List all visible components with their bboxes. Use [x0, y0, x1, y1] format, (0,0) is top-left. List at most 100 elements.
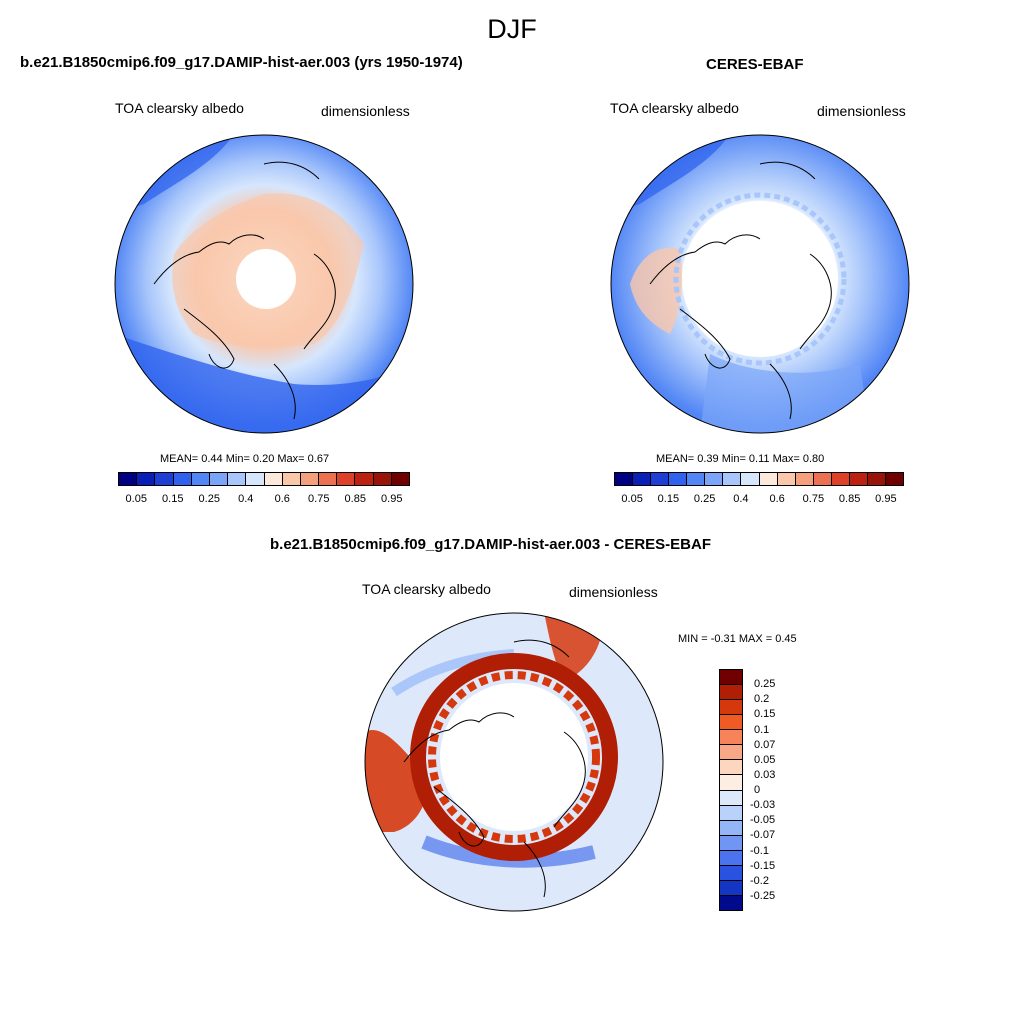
colorbar-swatch — [720, 835, 742, 851]
colorbar-swatch — [885, 473, 903, 485]
colorbar-swatch — [173, 473, 192, 485]
colorbar-tick-label: 0.25 — [693, 493, 716, 505]
colorbar-swatch — [813, 473, 832, 485]
colorbar-swatch — [155, 473, 174, 485]
model-stats: MEAN= 0.44 Min= 0.20 Max= 0.67 — [160, 453, 330, 465]
colorbar-swatch — [720, 700, 742, 716]
obs-stats: MEAN= 0.39 Min= 0.11 Max= 0.80 — [656, 453, 825, 465]
colorbar-tick-label: 0.15 — [754, 708, 776, 721]
colorbar-swatch — [720, 685, 742, 701]
obs-variable-label: TOA clearsky albedo — [610, 100, 739, 116]
diff-variable-label: TOA clearsky albedo — [362, 581, 491, 597]
colorbar-tick-label: 0.95 — [875, 493, 897, 505]
colorbar-swatch — [373, 473, 392, 485]
colorbar-swatch — [651, 473, 670, 485]
colorbar-tick-label: 0.75 — [308, 493, 330, 505]
diff-colorbar — [719, 669, 743, 911]
diff-minmax: MIN = -0.31 MAX = 0.45 — [678, 633, 797, 645]
colorbar-swatch — [831, 473, 850, 485]
colorbar-swatch — [615, 473, 634, 485]
colorbar-tick-label: 0.05 — [754, 753, 776, 766]
colorbar-swatch — [705, 473, 724, 485]
colorbar-tick-label: 0.07 — [754, 738, 776, 751]
colorbar-swatch — [720, 880, 742, 896]
colorbar-swatch — [849, 473, 868, 485]
colorbar-swatch — [759, 473, 778, 485]
colorbar-tick-label: 0.25 — [198, 493, 220, 505]
colorbar-swatch — [720, 745, 742, 761]
colorbar-tick-label: 0.2 — [754, 693, 770, 706]
obs-panel-title: CERES-EBAF — [706, 56, 804, 73]
colorbar-tick-label: -0.03 — [750, 799, 776, 812]
obs-polar-map — [610, 134, 910, 434]
season-title: DJF — [487, 14, 537, 44]
diff-units-label: dimensionless — [569, 584, 658, 600]
colorbar-swatch — [228, 473, 247, 485]
colorbar-tick-label: -0.15 — [750, 859, 776, 872]
colorbar-tick-label: -0.2 — [750, 874, 769, 887]
colorbar-swatch — [720, 730, 742, 746]
colorbar-swatch — [720, 790, 742, 806]
colorbar-swatch — [191, 473, 210, 485]
model-colorbar — [118, 472, 410, 486]
model-colorbar-ticks: 0.05 0.15 0.25 0.4 0.6 0.75 0.85 0.95 — [118, 493, 410, 507]
colorbar-swatch — [669, 473, 688, 485]
model-variable-label: TOA clearsky albedo — [115, 100, 244, 116]
colorbar-swatch — [720, 760, 742, 776]
colorbar-tick-label: 0.6 — [769, 493, 785, 505]
colorbar-swatch — [119, 473, 138, 485]
obs-colorbar-ticks: 0.05 0.15 0.25 0.4 0.6 0.75 0.85 0.95 — [614, 493, 904, 507]
colorbar-swatch — [741, 473, 760, 485]
colorbar-swatch — [282, 473, 301, 485]
colorbar-swatch — [795, 473, 814, 485]
colorbar-swatch — [720, 715, 742, 731]
colorbar-swatch — [300, 473, 320, 485]
diff-colorbar-ticks: 0.25 0.2 0.15 0.1 0.07 0.05 0.03 0 -0.03 -0.05 -0.… — [750, 669, 810, 911]
colorbar-tick-label: 0.03 — [754, 768, 776, 781]
colorbar-swatch — [337, 473, 356, 485]
colorbar-tick-label: 0.95 — [381, 493, 403, 505]
colorbar-tick-label: 0.05 — [621, 493, 643, 505]
colorbar-swatch — [720, 805, 742, 821]
colorbar-swatch — [355, 473, 374, 485]
model-polar-map — [114, 134, 414, 434]
colorbar-tick-label: 0.15 — [162, 493, 184, 505]
colorbar-tick-label: 0.6 — [274, 493, 290, 505]
colorbar-tick-label: -0.25 — [750, 889, 776, 902]
colorbar-swatch — [209, 473, 229, 485]
colorbar-swatch — [687, 473, 706, 485]
colorbar-swatch — [319, 473, 338, 485]
colorbar-swatch — [264, 473, 283, 485]
colorbar-swatch — [633, 473, 652, 485]
diff-panel-title: b.e21.B1850cmip6.f09_g17.DAMIP-hist-aer.… — [270, 536, 711, 553]
colorbar-tick-label: -0.07 — [750, 829, 776, 842]
model-panel-title: b.e21.B1850cmip6.f09_g17.DAMIP-hist-aer.… — [20, 54, 463, 71]
colorbar-tick-label: 0 — [754, 784, 761, 796]
colorbar-swatch — [720, 865, 742, 881]
colorbar-tick-label: -0.1 — [750, 844, 769, 857]
colorbar-tick-label: 0.4 — [733, 493, 749, 505]
colorbar-swatch — [720, 850, 742, 866]
model-units-label: dimensionless — [321, 103, 410, 119]
colorbar-swatch — [137, 473, 156, 485]
colorbar-swatch — [720, 775, 742, 791]
colorbar-swatch — [720, 820, 742, 836]
diff-polar-map — [364, 612, 664, 912]
colorbar-tick-label: 0.15 — [657, 493, 680, 505]
colorbar-swatch — [867, 473, 886, 485]
obs-colorbar — [614, 472, 904, 486]
colorbar-tick-label: 0.85 — [838, 493, 861, 505]
colorbar-tick-label: 0.25 — [754, 678, 776, 691]
colorbar-swatch — [391, 473, 409, 485]
colorbar-tick-label: -0.05 — [750, 814, 776, 827]
colorbar-swatch — [777, 473, 796, 485]
obs-units-label: dimensionless — [817, 103, 906, 119]
colorbar-tick-label: 0.1 — [754, 723, 770, 736]
colorbar-swatch — [720, 670, 742, 686]
colorbar-tick-label: 0.05 — [125, 493, 147, 505]
colorbar-swatch — [246, 473, 265, 485]
colorbar-tick-label: 0.85 — [344, 493, 366, 505]
colorbar-swatch — [723, 473, 742, 485]
colorbar-swatch — [720, 895, 742, 910]
colorbar-tick-label: 0.75 — [802, 493, 825, 505]
